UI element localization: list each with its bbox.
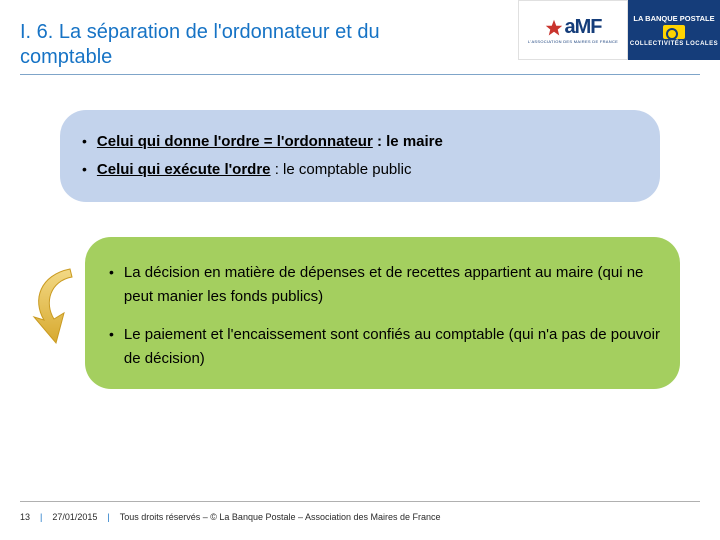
bullet-item: • Celui qui donne l'ordre = l'ordonnateu…: [82, 130, 638, 154]
logo-amf: aMF L'ASSOCIATION DES MAIRES DE FRANCE: [518, 0, 628, 60]
footer-date: 27/01/2015: [52, 512, 97, 522]
bp-bottom-text: COLLECTIVITÉS LOCALES: [630, 41, 718, 47]
bp-icon: [663, 25, 685, 39]
bullet-item: • Le paiement et l'encaissement sont con…: [109, 323, 660, 371]
logo-banque-postale: LA BANQUE POSTALE COLLECTIVITÉS LOCALES: [628, 0, 720, 60]
footer-rights: Tous droits réservés – © La Banque Posta…: [120, 512, 441, 522]
bullet-rest: : le comptable public: [271, 161, 412, 178]
page-title: I. 6. La séparation de l'ordonnateur et …: [20, 20, 450, 70]
amf-subtext: L'ASSOCIATION DES MAIRES DE FRANCE: [528, 39, 618, 44]
bp-top-text: LA BANQUE POSTALE: [633, 14, 714, 23]
bullet-dot-icon: •: [82, 130, 87, 152]
separator-icon: |: [40, 512, 42, 522]
logo-bar: aMF L'ASSOCIATION DES MAIRES DE FRANCE L…: [518, 0, 720, 60]
bullet-dot-icon: •: [82, 158, 87, 180]
bullet-text: La décision en matière de dépenses et de…: [124, 261, 660, 309]
bullet-text: Le paiement et l'encaissement sont confi…: [124, 323, 660, 371]
amf-text: aMF: [565, 16, 602, 39]
bullet-dot-icon: •: [109, 323, 114, 345]
curved-arrow-icon: [30, 265, 78, 345]
page-number: 13: [20, 512, 30, 522]
bullet-strong: Celui qui donne l'ordre = l'ordonnateur: [97, 133, 373, 150]
blue-callout-box: • Celui qui donne l'ordre = l'ordonnateu…: [60, 110, 660, 202]
footer-rule: [20, 501, 700, 502]
bullet-item: • Celui qui exécute l'ordre : le comptab…: [82, 158, 638, 182]
bullet-strong: Celui qui exécute l'ordre: [97, 161, 271, 178]
star-icon: [545, 19, 563, 37]
bullet-rest: : le maire: [373, 133, 443, 150]
green-callout-box: • La décision en matière de dépenses et …: [85, 237, 680, 389]
separator-icon: |: [107, 512, 109, 522]
bullet-dot-icon: •: [109, 261, 114, 283]
footer: 13 | 27/01/2015 | Tous droits réservés –…: [20, 512, 700, 522]
bullet-item: • La décision en matière de dépenses et …: [109, 261, 660, 309]
